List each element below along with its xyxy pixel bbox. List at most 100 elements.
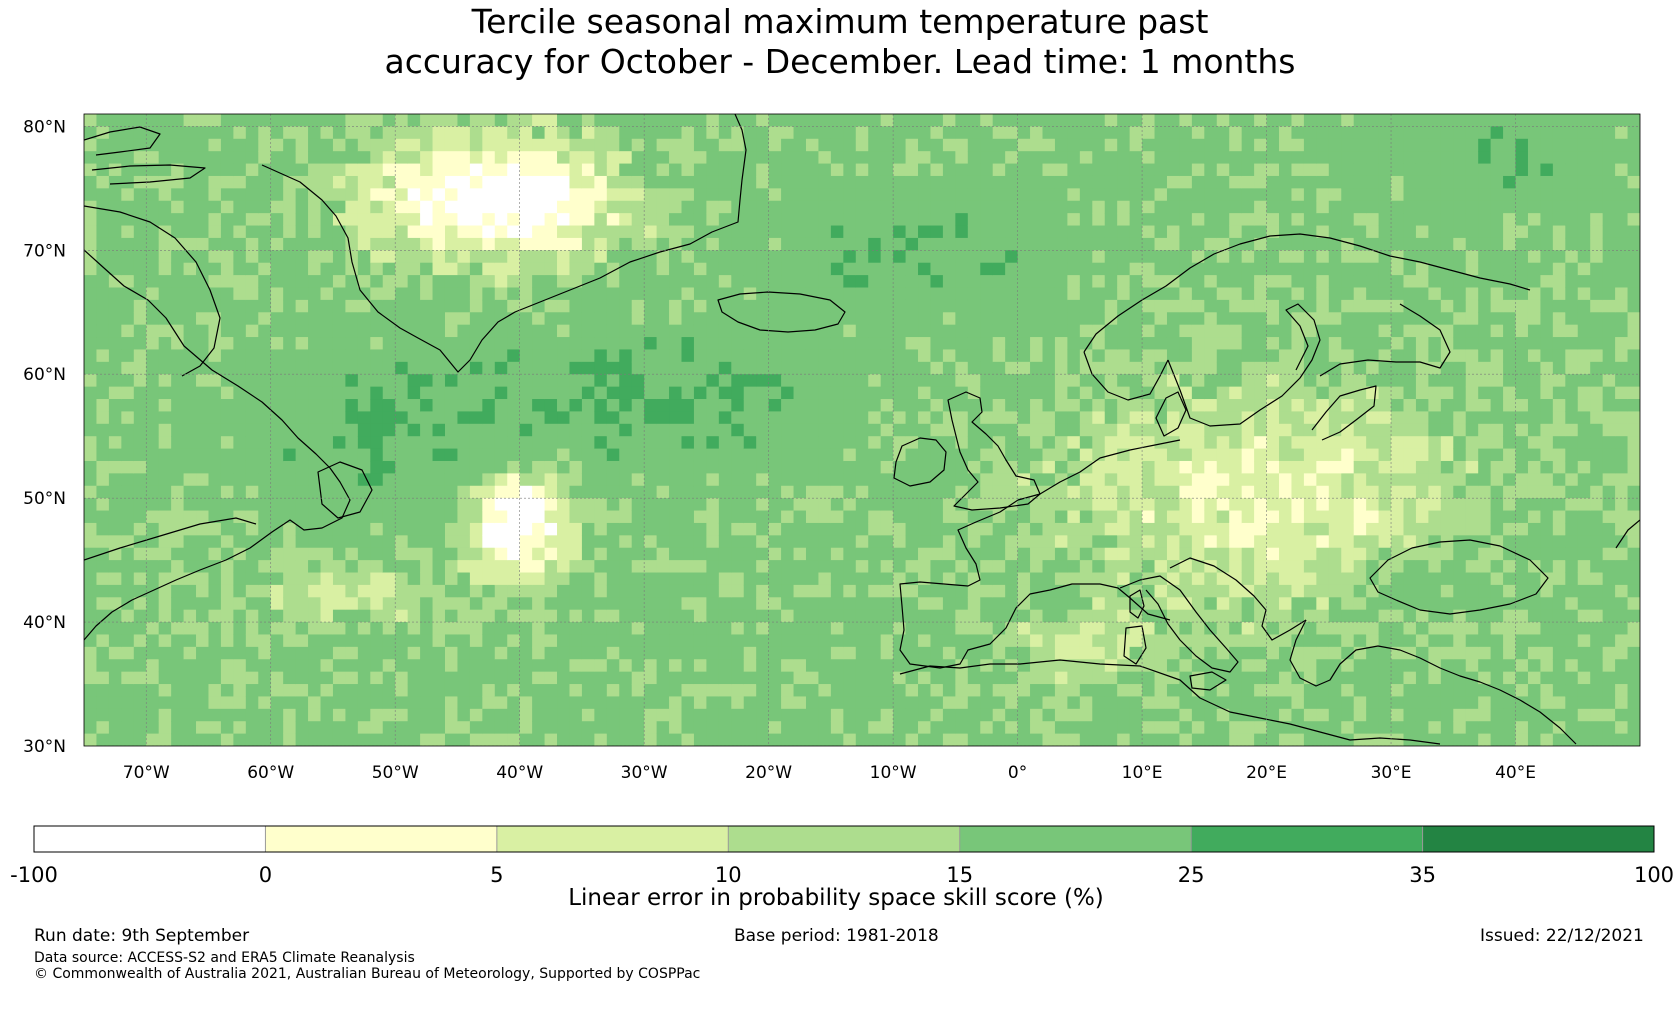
skill-cell	[1291, 151, 1305, 165]
skill-cell	[731, 312, 745, 326]
skill-cell	[208, 312, 222, 326]
skill-cell	[270, 473, 284, 487]
skill-cell	[793, 684, 807, 697]
skill-cell	[133, 460, 147, 474]
skill-cell	[1254, 411, 1268, 425]
skill-cell	[830, 423, 844, 437]
skill-cell	[233, 374, 247, 388]
skill-cell	[233, 535, 247, 549]
skill-cell	[96, 188, 110, 202]
skill-cell	[756, 460, 770, 474]
skill-cell	[980, 721, 994, 735]
skill-cell	[1104, 634, 1118, 648]
skill-cell	[270, 547, 284, 561]
skill-cell	[843, 374, 857, 388]
skill-cell	[146, 324, 160, 338]
skill-cell	[420, 138, 434, 152]
skill-cell	[557, 225, 570, 239]
skill-cell	[1254, 250, 1268, 264]
skill-cell	[706, 572, 720, 586]
skill-cell	[1079, 708, 1093, 722]
skill-cell	[108, 275, 122, 288]
skill-cell	[146, 225, 160, 239]
skill-cell	[644, 299, 658, 313]
skill-cell	[519, 188, 533, 202]
skill-cell	[208, 634, 222, 648]
skill-cell	[469, 250, 483, 264]
skill-cell	[220, 262, 234, 276]
skill-cell	[1191, 312, 1205, 326]
skill-cell	[345, 448, 359, 462]
skill-cell	[357, 721, 371, 735]
skill-cell	[942, 374, 956, 388]
skill-cell	[233, 659, 247, 673]
skill-cell	[258, 448, 272, 462]
skill-cell	[693, 423, 707, 437]
skill-cell	[407, 510, 421, 524]
skill-cell	[1017, 262, 1031, 276]
skill-cell	[245, 485, 259, 499]
skill-cell	[905, 361, 919, 375]
skill-cell	[1179, 485, 1193, 499]
skill-cell	[955, 200, 969, 214]
skill-cell	[544, 597, 558, 611]
skill-cell	[519, 696, 533, 710]
skill-cell	[308, 733, 322, 746]
skill-cell	[793, 423, 807, 437]
skill-cell	[818, 374, 832, 388]
skill-cell	[1142, 237, 1156, 251]
skill-cell	[1054, 250, 1068, 264]
skill-cell	[532, 498, 546, 512]
skill-cell	[1142, 696, 1156, 710]
skill-cell	[1142, 547, 1156, 561]
skill-cell	[395, 312, 409, 326]
skill-cell	[942, 188, 956, 202]
skill-cell	[930, 547, 944, 561]
skill-cell	[756, 151, 770, 165]
skill-cell	[843, 696, 857, 710]
skill-cell	[482, 560, 496, 574]
skill-cell	[793, 126, 807, 140]
skill-cell	[1216, 114, 1230, 127]
skill-cell	[818, 498, 832, 512]
skill-cell	[1104, 510, 1118, 524]
skill-cell	[681, 262, 695, 276]
skill-cell	[332, 498, 346, 512]
skill-cell	[619, 535, 633, 549]
skill-cell	[258, 436, 272, 450]
skill-cell	[482, 436, 496, 450]
skill-cell	[457, 436, 471, 450]
skill-cell	[569, 696, 583, 710]
skill-cell	[196, 733, 209, 746]
skill-cell	[270, 275, 284, 288]
skill-cell	[619, 250, 633, 264]
skill-cell	[1079, 138, 1093, 152]
skill-cell	[171, 163, 185, 177]
skill-cell	[432, 312, 446, 326]
skill-cell	[1179, 175, 1193, 189]
skill-cell	[644, 460, 658, 474]
skill-cell	[855, 696, 869, 710]
skill-cell	[918, 460, 931, 474]
skill-cell	[756, 423, 770, 437]
skill-cell	[183, 609, 197, 623]
skill-cell	[805, 622, 819, 635]
skill-cell	[1279, 473, 1292, 487]
skill-cell	[818, 151, 832, 165]
skill-cell	[1279, 572, 1292, 586]
skill-cell	[407, 275, 421, 288]
skill-cell	[1005, 510, 1019, 524]
skill-cell	[382, 374, 396, 388]
skill-cell	[332, 622, 346, 635]
skill-cell	[980, 151, 994, 165]
skill-cell	[880, 399, 894, 412]
skill-cell	[345, 733, 359, 746]
skill-cell	[681, 200, 695, 214]
skill-cell	[644, 114, 658, 127]
skill-cell	[1129, 324, 1143, 338]
skill-cell	[357, 399, 371, 412]
skill-cell	[880, 423, 894, 437]
skill-cell	[855, 237, 869, 251]
skill-cell	[1092, 312, 1106, 326]
skill-cell	[756, 547, 770, 561]
